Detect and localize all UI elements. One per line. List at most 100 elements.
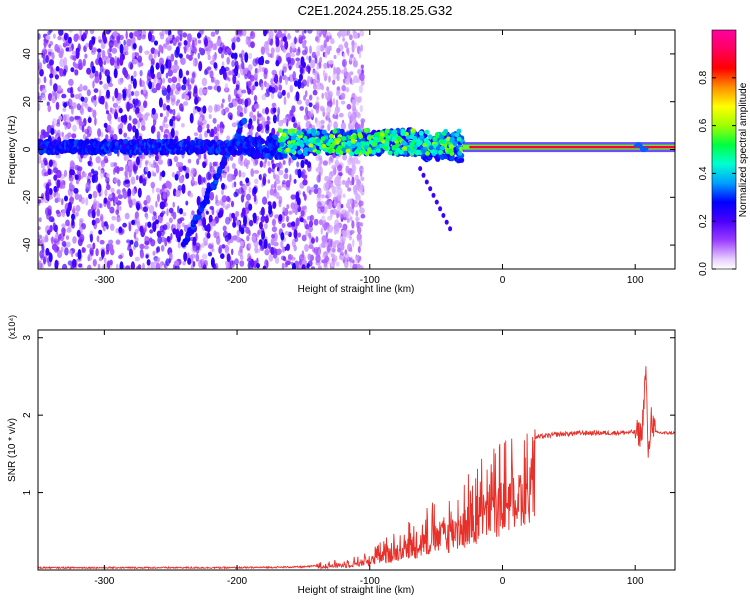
signal-core-point	[321, 129, 327, 135]
noise-blob	[315, 50, 321, 57]
signal-core-point	[457, 150, 463, 156]
noise-blob	[127, 123, 132, 132]
noise-blob	[323, 224, 328, 231]
noise-blob	[234, 258, 239, 265]
noise-blob-strong	[270, 246, 275, 255]
noise-blob	[290, 52, 295, 58]
noise-blob	[315, 36, 319, 42]
noise-blob-strong	[196, 106, 201, 112]
noise-blob	[336, 86, 340, 91]
noise-blob	[139, 251, 145, 259]
noise-blob	[86, 89, 91, 97]
noise-blob	[188, 37, 192, 43]
noise-blob	[304, 106, 309, 115]
snr-x-tick-label: -300	[94, 576, 114, 587]
noise-blob	[51, 236, 54, 245]
noise-blob-strong	[132, 43, 137, 50]
noise-blob	[187, 158, 192, 164]
snr-plot-area	[38, 330, 675, 570]
tail-streak-point	[421, 172, 426, 178]
noise-blob	[129, 32, 134, 39]
noise-blob	[181, 93, 185, 100]
noise-blob-strong	[74, 174, 79, 181]
noise-blob	[240, 194, 245, 203]
diagonal-streak-point	[196, 213, 202, 220]
noise-blob	[340, 100, 346, 105]
noise-blob	[164, 30, 169, 35]
noise-blob-strong	[232, 74, 237, 85]
signal-line-wiggle	[633, 142, 649, 153]
noise-blob	[231, 248, 234, 255]
noise-blob	[209, 70, 214, 79]
tail-streak-point	[444, 219, 449, 225]
noise-blob	[110, 192, 116, 201]
noise-blob	[163, 43, 167, 48]
noise-blob	[263, 67, 268, 75]
noise-blob	[330, 170, 336, 177]
noise-blob	[61, 227, 66, 235]
noise-blob	[340, 30, 346, 34]
noise-blob	[79, 218, 84, 223]
noise-blob-strong	[286, 243, 290, 251]
noise-blob	[128, 83, 132, 91]
noise-blob	[344, 255, 348, 264]
noise-blob	[179, 33, 183, 42]
noise-blob	[84, 53, 88, 59]
signal-core-point	[456, 128, 462, 134]
noise-blob-strong	[302, 61, 306, 68]
noise-blob-strong	[148, 81, 153, 90]
noise-blob	[54, 74, 60, 80]
noise-blob	[265, 82, 270, 88]
noise-blob	[347, 187, 352, 192]
noise-blob-strong	[119, 55, 124, 66]
noise-blob	[77, 166, 83, 172]
noise-blob	[123, 45, 127, 52]
noise-blob	[290, 194, 296, 200]
noise-blob	[359, 238, 363, 248]
noise-blob	[303, 114, 310, 121]
noise-blob	[170, 94, 176, 103]
noise-blob	[128, 169, 132, 178]
signal-core-point	[345, 148, 351, 154]
noise-blob-strong	[192, 236, 197, 246]
noise-blob	[191, 176, 195, 184]
noise-blob-strong	[118, 128, 123, 135]
noise-blob	[241, 89, 247, 94]
noise-blob	[296, 61, 301, 66]
noise-blob	[202, 237, 209, 244]
noise-blob	[354, 122, 360, 131]
noise-blob	[165, 258, 170, 267]
noise-blob	[55, 192, 61, 199]
noise-blob	[42, 57, 47, 65]
noise-blob	[43, 76, 47, 84]
noise-blob	[133, 231, 137, 239]
noise-blob	[301, 30, 305, 36]
signal-core-point	[361, 141, 366, 147]
noise-blob	[248, 186, 252, 194]
noise-blob	[85, 197, 89, 206]
signal-core-point	[363, 144, 369, 150]
noise-blob	[148, 205, 155, 214]
noise-blob	[44, 159, 48, 166]
noise-blob	[324, 241, 329, 247]
noise-blob	[99, 80, 103, 85]
noise-blob	[175, 130, 179, 137]
noise-blob	[312, 69, 318, 75]
noise-blob	[313, 218, 319, 226]
noise-blob-strong	[45, 189, 50, 201]
noise-blob	[358, 50, 362, 59]
noise-blob	[267, 179, 271, 184]
noise-blob	[356, 263, 361, 269]
snr-frame	[37, 329, 676, 571]
noise-blob	[134, 214, 138, 222]
noise-blob	[325, 232, 328, 239]
noise-blob-strong	[45, 183, 50, 192]
noise-blob	[124, 179, 130, 184]
signal-core-point	[418, 130, 424, 136]
signal-core-point	[449, 138, 455, 143]
noise-blob-strong	[202, 105, 207, 114]
noise-blob	[198, 116, 203, 122]
noise-blob-strong	[253, 186, 257, 195]
noise-blob	[177, 41, 182, 47]
